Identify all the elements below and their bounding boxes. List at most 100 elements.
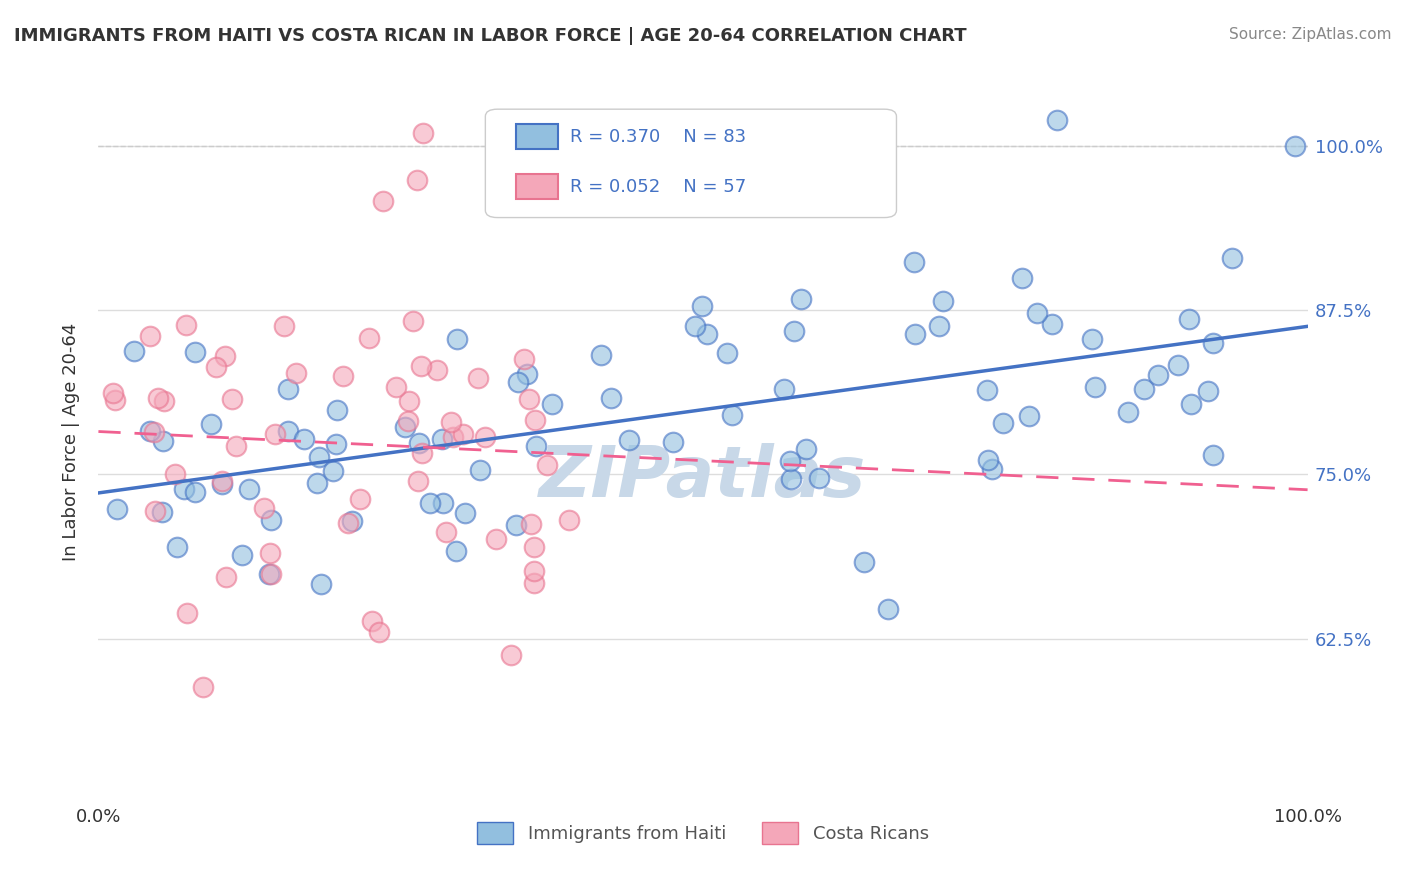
Point (536, 458, 558, 472)
Point (394, 420, 416, 434)
Point (506, 376, 529, 390)
Point (361, 614, 384, 628)
Point (385, 380, 408, 394)
Point (1011, 271, 1033, 285)
Point (411, 446, 433, 460)
Point (991, 416, 1014, 430)
Text: Source: ZipAtlas.com: Source: ZipAtlas.com (1229, 27, 1392, 42)
Point (165, 467, 187, 482)
Point (430, 432, 453, 446)
Point (325, 437, 347, 451)
Point (101, 386, 124, 401)
Point (340, 515, 363, 529)
Point (931, 294, 953, 309)
Point (349, 491, 371, 506)
Point (780, 473, 803, 487)
Point (336, 516, 359, 530)
Point (277, 382, 299, 396)
Point (524, 413, 547, 427)
Point (980, 461, 1002, 475)
Point (976, 383, 998, 397)
Point (1202, 336, 1225, 351)
Point (523, 541, 546, 555)
Point (451, 426, 474, 441)
Point (211, 476, 233, 491)
Point (1180, 397, 1202, 411)
Point (359, 331, 381, 345)
Point (122, 343, 145, 358)
Point (977, 453, 1000, 467)
Point (485, 532, 508, 546)
Point (1084, 380, 1107, 394)
Point (721, 409, 744, 423)
Point (794, 442, 817, 457)
Point (225, 439, 247, 453)
Point (662, 435, 685, 450)
Point (696, 326, 718, 341)
Point (396, 414, 419, 428)
Point (150, 504, 173, 518)
Point (406, 475, 429, 489)
FancyBboxPatch shape (516, 124, 558, 149)
FancyBboxPatch shape (516, 174, 558, 200)
Point (499, 648, 522, 662)
Point (139, 329, 162, 343)
Point (184, 345, 207, 359)
Point (173, 482, 195, 496)
Point (1018, 409, 1040, 423)
Point (143, 425, 166, 440)
Point (877, 602, 900, 616)
Point (432, 496, 454, 510)
Point (152, 434, 174, 449)
Point (520, 516, 543, 531)
Point (524, 439, 547, 453)
Point (773, 382, 796, 396)
Point (231, 549, 253, 563)
Text: ZIPatlas: ZIPatlas (540, 443, 866, 512)
Point (191, 680, 214, 694)
Point (148, 391, 170, 405)
Point (683, 318, 706, 333)
Point (928, 318, 950, 333)
Point (599, 391, 621, 405)
FancyBboxPatch shape (485, 109, 897, 218)
Point (852, 555, 875, 569)
Point (260, 512, 283, 526)
Point (516, 367, 538, 381)
Point (446, 332, 468, 346)
Point (153, 394, 176, 409)
Point (474, 430, 496, 444)
Point (367, 624, 389, 639)
Point (408, 436, 430, 450)
Point (308, 450, 330, 464)
Point (409, 359, 432, 374)
Point (517, 392, 540, 407)
Point (326, 403, 349, 417)
Point (440, 415, 463, 429)
Point (205, 360, 228, 375)
Text: R = 0.052    N = 57: R = 0.052 N = 57 (569, 178, 747, 196)
Point (441, 430, 464, 444)
Point (105, 502, 128, 516)
Point (138, 425, 160, 439)
Text: IMMIGRANTS FROM HAITI VS COSTA RICAN IN LABOR FORCE | AGE 20-64 CORRELATION CHAR: IMMIGRANTS FROM HAITI VS COSTA RICAN IN … (14, 27, 967, 45)
Point (332, 368, 354, 383)
Point (558, 513, 581, 527)
Point (1133, 382, 1156, 396)
Point (419, 496, 441, 510)
Point (690, 299, 713, 313)
Point (292, 432, 315, 446)
Point (1167, 358, 1189, 372)
Point (467, 371, 489, 385)
Point (1046, 112, 1069, 127)
Point (176, 318, 198, 333)
Point (454, 506, 477, 520)
Point (398, 394, 420, 409)
Point (143, 504, 166, 518)
Point (371, 194, 394, 208)
Point (1026, 306, 1049, 320)
Y-axis label: In Labor Force | Age 20-64: In Labor Force | Age 20-64 (62, 322, 80, 561)
Point (307, 476, 329, 491)
Point (505, 517, 527, 532)
Point (541, 396, 564, 410)
